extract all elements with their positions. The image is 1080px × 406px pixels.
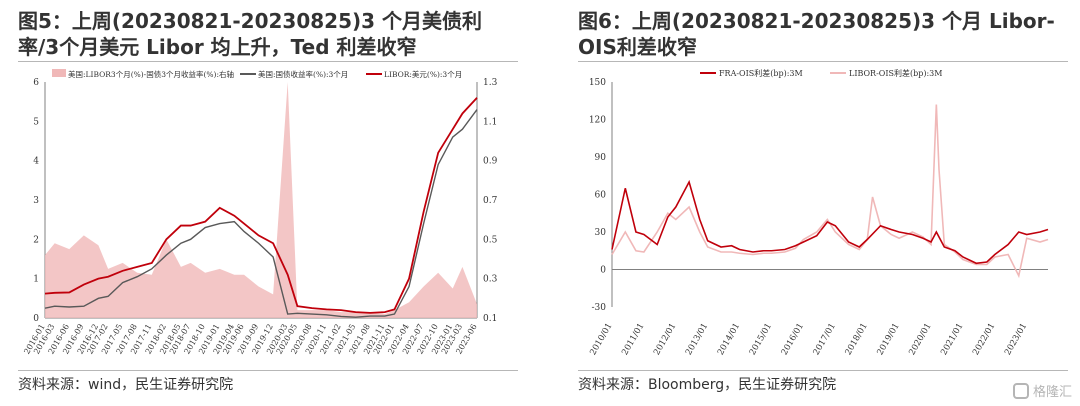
figure-5-panel: 图5：上周(20230821-20230825)3 个月美债利率/3个月美元 L… xyxy=(0,0,530,406)
x-tick-label: 2017/01 xyxy=(812,322,838,358)
x-tick-label: 2022/01 xyxy=(971,322,997,358)
y-tick-label: 2 xyxy=(33,235,39,245)
figure-6-panel: 图6：上周(20230821-20230825)3 个月 Libor-OIS利差… xyxy=(570,0,1080,406)
y2-tick-label: 0.1 xyxy=(483,314,497,324)
series-area-spread xyxy=(45,82,477,318)
y-tick-label: 150 xyxy=(589,78,606,88)
series-line-treasury-3m xyxy=(44,109,478,318)
x-tick-label: 2014/01 xyxy=(716,322,742,358)
y-tick-label: -30 xyxy=(592,303,607,313)
x-tick-label: 2013/01 xyxy=(684,322,710,358)
y-tick-label: 30 xyxy=(595,228,607,238)
x-tick-label: 2011/01 xyxy=(620,322,646,358)
x-tick-label: 2020/01 xyxy=(907,322,933,358)
y-tick-label: 60 xyxy=(595,191,607,201)
y-tick-label: 0 xyxy=(600,266,606,276)
figure-5-title: 图5：上周(20230821-20230825)3 个月美债利率/3个月美元 L… xyxy=(18,9,483,59)
legend-label: LIBOR-OIS利差(bp):3M xyxy=(849,68,942,78)
x-tick-label: 2019/01 xyxy=(875,322,901,358)
legend-label: 美国:LIBOR3个月(%)-国债3个月收益率(%):右轴 xyxy=(68,69,234,79)
y-tick-label: 4 xyxy=(33,157,39,167)
logo-icon xyxy=(1012,382,1029,399)
series-line-libor-3m xyxy=(44,97,478,314)
y2-tick-label: 1.3 xyxy=(483,78,498,88)
top-rule xyxy=(578,61,1068,62)
figure-6-title: 图6：上周(20230821-20230825)3 个月 Libor-OIS利差… xyxy=(578,9,1055,59)
y-tick-label: 5 xyxy=(33,117,39,127)
watermark-logo: 格隆汇 xyxy=(1012,381,1072,400)
y2-tick-label: 0.7 xyxy=(483,196,498,206)
x-tick-label: 2023/01 xyxy=(1003,322,1029,358)
figure-6-source: 资料来源：Bloomberg，民生证券研究院 xyxy=(578,377,837,393)
figure-5-source: 资料来源：wind，民生证券研究院 xyxy=(18,377,234,393)
watermark-text: 格隆汇 xyxy=(1032,385,1072,400)
y2-tick-label: 0.9 xyxy=(483,157,498,167)
x-tick-label: 2016/01 xyxy=(780,322,806,358)
legend-label: 美国:国债收益率(%):3个月 xyxy=(258,69,348,79)
legend-label: LIBOR:美元(%):3个月 xyxy=(384,69,462,79)
y-tick-label: 90 xyxy=(595,153,607,163)
y2-tick-label: 0.5 xyxy=(483,235,498,245)
chart-libor-treasury: 01234560.10.30.50.70.91.11.32016-012016-… xyxy=(22,69,498,356)
series-line-libor-ois xyxy=(611,104,1049,279)
bottom-rule xyxy=(18,370,518,371)
y-tick-label: 0 xyxy=(33,314,39,324)
bottom-rule xyxy=(578,370,1068,371)
x-tick-label: 2010/01 xyxy=(588,322,614,358)
series-line-fra-ois xyxy=(611,179,1049,265)
y-tick-label: 120 xyxy=(589,116,606,126)
x-tick-label: 2015/01 xyxy=(748,322,774,358)
x-tick-label: 2021/01 xyxy=(939,322,965,358)
top-rule xyxy=(18,61,518,62)
y-tick-label: 6 xyxy=(33,78,39,88)
y2-tick-label: 1.1 xyxy=(483,117,497,127)
y2-tick-label: 0.3 xyxy=(483,275,498,285)
legend-swatch xyxy=(52,69,66,77)
y-tick-label: 1 xyxy=(33,275,39,285)
x-tick-label: 2018/01 xyxy=(844,322,870,358)
x-tick-label: 2012/01 xyxy=(652,322,678,358)
y-tick-label: 3 xyxy=(33,196,39,206)
legend-label: FRA-OIS利差(bp):3M xyxy=(719,68,803,78)
